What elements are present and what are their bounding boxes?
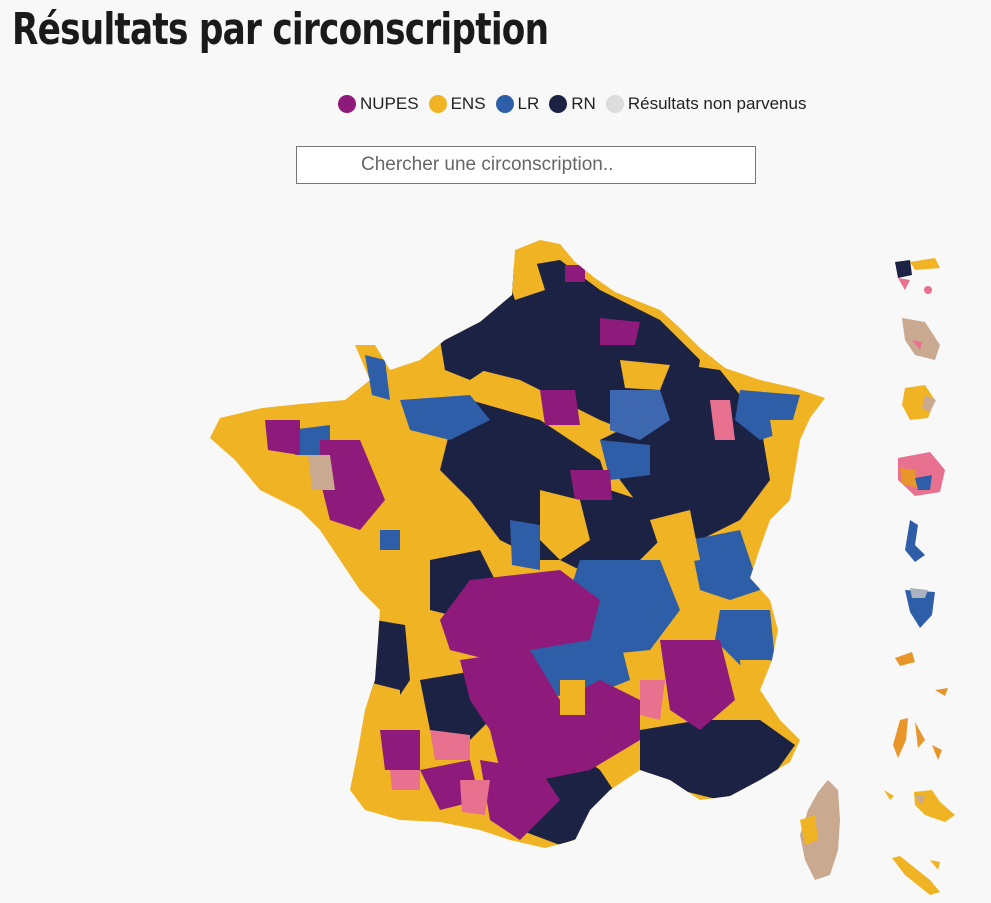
overseas-polynesia-b[interactable]	[915, 722, 925, 748]
region-nupes-midi[interactable]	[480, 760, 560, 840]
overseas-wallis[interactable]	[895, 652, 915, 666]
overseas-martinique-pink[interactable]	[912, 340, 922, 350]
legend-dot-rn	[549, 95, 568, 113]
overseas-martinique[interactable]	[902, 318, 940, 360]
region-nupes-paris[interactable]	[540, 390, 580, 425]
legend-dot-no-results	[605, 95, 624, 113]
legend-item-lr: LR	[495, 94, 540, 114]
legend-label-rn: RN	[571, 94, 596, 113]
region-ens-center[interactable]	[540, 490, 590, 560]
region-lr-cotentin[interactable]	[365, 355, 390, 400]
legend-item-nupes: NUPES	[338, 94, 419, 114]
region-rn-coast[interactable]	[440, 322, 500, 380]
legend-dot-ens	[428, 95, 447, 113]
region-lr-savoie[interactable]	[715, 610, 775, 665]
overseas-nc-tan[interactable]	[914, 795, 925, 805]
overseas-guadeloupe[interactable]	[895, 260, 912, 278]
region-lr-center-east[interactable]	[600, 440, 650, 480]
overseas-reunion-ens[interactable]	[900, 468, 918, 488]
overseas-polynesia-small[interactable]	[935, 688, 948, 696]
region-other-pink-alsace[interactable]	[710, 400, 735, 440]
overseas-spm[interactable]	[905, 590, 935, 628]
region-nupes-south-center[interactable]	[460, 650, 640, 780]
region-lr-rhone[interactable]	[380, 530, 400, 550]
region-ens-lyon[interactable]	[650, 510, 700, 565]
region-ens-east[interactable]	[770, 420, 800, 480]
overseas-mayotte[interactable]	[905, 520, 925, 562]
overseas-guyane[interactable]	[902, 385, 935, 420]
legend-label-lr: LR	[517, 94, 540, 113]
region-nupes-lorraine[interactable]	[570, 470, 612, 500]
search-input[interactable]	[296, 146, 756, 184]
region-nupes-lille[interactable]	[565, 265, 585, 282]
region-ens-provence[interactable]	[740, 660, 775, 710]
region-regionalist-brittany[interactable]	[308, 455, 335, 490]
region-other-pink-pyrenees[interactable]	[460, 780, 490, 815]
region-nupes-southwest[interactable]	[380, 730, 420, 770]
overseas-polynesia-c[interactable]	[932, 745, 942, 760]
region-nupes-north[interactable]	[600, 318, 640, 345]
page-title: Résultats par circonscription	[12, 4, 549, 55]
legend-item-ens: ENS	[428, 94, 486, 114]
region-lr-center-west[interactable]	[510, 520, 540, 570]
overseas-polynesia[interactable]	[893, 718, 908, 758]
region-nupes-rhone[interactable]	[660, 640, 735, 730]
map-legend: NUPES ENS LR RN Résultats non parvenus	[338, 94, 816, 114]
region-lr-grandest[interactable]	[610, 390, 670, 440]
overseas-spm-grey[interactable]	[910, 588, 928, 598]
legend-label-nupes: NUPES	[360, 94, 419, 113]
region-rn-southeast[interactable]	[640, 720, 795, 800]
overseas-nc-islet[interactable]	[884, 790, 894, 800]
corsica-ens[interactable]	[800, 815, 818, 845]
region-lr-normandy[interactable]	[400, 395, 490, 440]
region-ens-north[interactable]	[505, 258, 545, 300]
overseas-fde[interactable]	[892, 856, 940, 895]
overseas-territories	[884, 258, 955, 895]
region-ens-auvergne-south[interactable]	[560, 680, 585, 715]
legend-item-no-results: Résultats non parvenus	[605, 94, 807, 114]
region-nupes-center[interactable]	[440, 570, 600, 660]
overseas-reunion-lr[interactable]	[915, 475, 932, 490]
overseas-guadeloupe-pink[interactable]	[898, 278, 910, 290]
overseas-guadeloupe-island[interactable]	[924, 286, 932, 294]
region-ens-champagne[interactable]	[620, 360, 670, 390]
legend-dot-lr	[495, 95, 514, 113]
legend-dot-nupes	[338, 95, 356, 113]
overseas-nc[interactable]	[914, 790, 955, 822]
overseas-fde-islet[interactable]	[930, 860, 940, 870]
region-lr-alps[interactable]	[690, 530, 760, 600]
legend-item-rn: RN	[549, 94, 596, 114]
overseas-guadeloupe-ens[interactable]	[910, 258, 940, 270]
region-other-pink-sw[interactable]	[430, 730, 470, 760]
corsica[interactable]	[800, 780, 840, 880]
region-other-pink-rhone[interactable]	[640, 680, 665, 720]
region-nupes-brittany[interactable]	[265, 420, 300, 455]
region-other-pink-landes[interactable]	[390, 770, 420, 790]
legend-label-ens: ENS	[450, 94, 486, 113]
legend-label-no-results: Résultats non parvenus	[627, 94, 807, 113]
region-nupes-brittany-south[interactable]	[320, 440, 385, 530]
overseas-guyane-tan[interactable]	[922, 395, 936, 412]
